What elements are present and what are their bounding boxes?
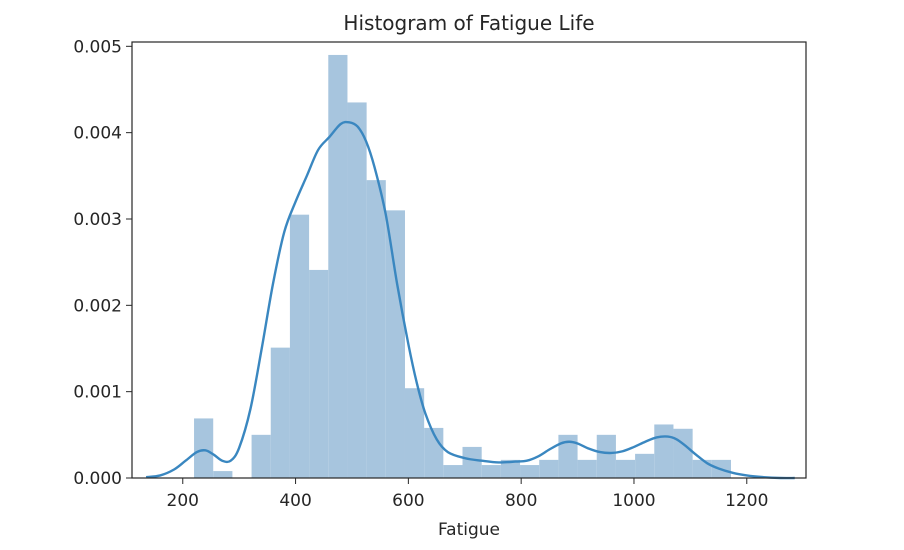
histogram-bar-5: [289, 214, 310, 479]
histogram-bar-22: [615, 459, 636, 478]
histogram-bar-0: [194, 418, 214, 478]
histogram-bar-24: [654, 424, 674, 478]
histogram-bar-19: [558, 434, 578, 478]
histogram-bar-25: [673, 428, 693, 478]
histogram-bars: [194, 54, 731, 479]
histogram-bar-8: [347, 102, 367, 478]
histogram-bar-3: [251, 434, 271, 478]
x-tick-label: 400: [279, 491, 311, 511]
kde-curve: [145, 120, 795, 480]
histogram-bar-7: [328, 54, 348, 478]
histogram-bar-16: [500, 459, 521, 478]
histogram-bar-13: [443, 465, 463, 478]
histogram-bar-20: [577, 459, 597, 478]
histogram-bar-18: [539, 459, 559, 478]
x-tick-label: 200: [167, 491, 199, 511]
histogram-bar-9: [366, 180, 386, 478]
x-tick-label: 600: [392, 491, 424, 511]
x-axis-label: Fatigue: [438, 520, 500, 540]
y-tick-label: 0.005: [73, 37, 122, 57]
y-tick-label: 0.004: [73, 124, 122, 144]
y-axis: 0.000 0.001 0.002 0.003 0.004 0.005: [73, 37, 132, 489]
x-tick-label: 800: [505, 491, 537, 511]
y-tick-label: 0.003: [73, 210, 122, 230]
histogram-bar-26: [692, 459, 712, 478]
y-tick-label: 0.002: [73, 296, 122, 316]
chart-title: Histogram of Fatigue Life: [343, 11, 594, 35]
histogram-bar-21: [596, 434, 616, 478]
histogram-bar-10: [385, 210, 405, 479]
x-tick-label: 1200: [725, 491, 768, 511]
histogram-bar-6: [309, 269, 329, 478]
x-tick-label: 1000: [612, 491, 655, 511]
x-axis: 200 400 600 800 1000 1200: [167, 478, 768, 511]
y-tick-label: 0.000: [73, 469, 122, 489]
kde-curve-layer: [145, 120, 795, 480]
histogram-bar-17: [520, 465, 540, 478]
histogram-bar-14: [462, 446, 482, 478]
histogram-bar-11: [404, 388, 425, 478]
y-tick-label: 0.001: [73, 383, 122, 403]
histogram-bar-15: [481, 465, 501, 478]
histogram-bar-4: [270, 347, 290, 478]
histogram-bar-1: [213, 471, 233, 478]
histogram-bar-23: [635, 453, 655, 478]
plot-frame: [131, 41, 807, 479]
